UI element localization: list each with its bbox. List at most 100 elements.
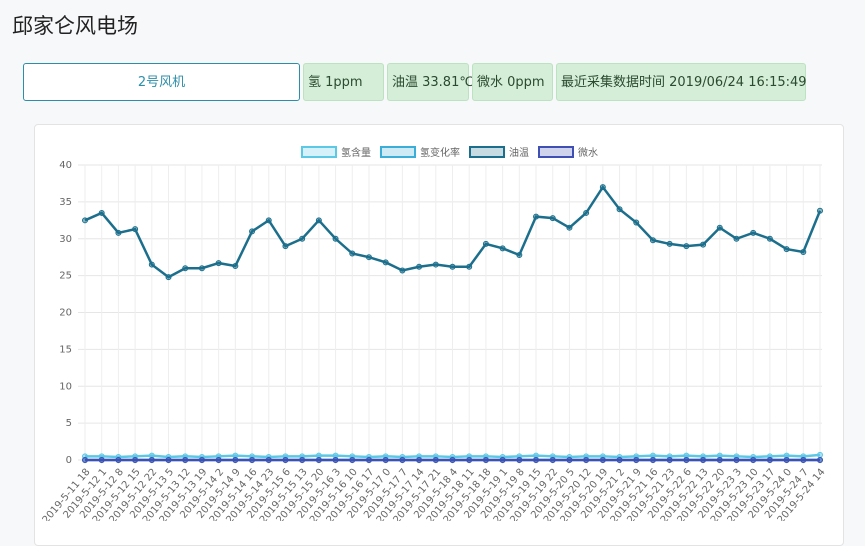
data-point — [148, 457, 155, 463]
data-point — [549, 215, 556, 222]
data-point — [165, 457, 172, 463]
data-point — [783, 246, 790, 253]
data-point — [666, 457, 673, 463]
data-point — [766, 235, 773, 242]
data-point — [766, 457, 773, 463]
y-tick-label: 25 — [59, 271, 72, 282]
data-point — [249, 457, 256, 463]
data-point — [633, 219, 640, 226]
status-item: 油温 33.81℃ — [387, 63, 474, 101]
data-point — [198, 265, 205, 272]
data-point — [249, 228, 256, 235]
data-point — [182, 265, 189, 272]
data-point — [649, 237, 656, 244]
data-point — [299, 457, 306, 463]
data-point — [215, 260, 222, 267]
data-point — [382, 259, 389, 266]
data-point — [633, 457, 640, 463]
y-tick-label: 10 — [59, 381, 72, 392]
data-point — [800, 249, 807, 256]
data-point — [332, 457, 339, 463]
data-point — [265, 457, 272, 463]
data-point — [332, 235, 339, 242]
page-title: 邱家仑风电场 — [12, 14, 138, 38]
data-point — [566, 457, 573, 463]
legend-label[interactable]: 氢变化率 — [420, 146, 460, 159]
data-point — [416, 457, 423, 463]
data-point — [232, 263, 239, 270]
data-point — [399, 267, 406, 274]
data-point — [683, 457, 690, 463]
data-point — [382, 457, 389, 463]
status-item: 氢 1ppm — [303, 63, 384, 101]
data-point — [817, 457, 823, 463]
data-point — [750, 229, 757, 236]
data-point — [700, 457, 707, 463]
data-point — [817, 207, 823, 214]
data-point — [115, 457, 122, 463]
data-point — [583, 457, 590, 463]
y-tick-label: 40 — [59, 160, 72, 171]
data-point — [583, 209, 590, 216]
data-point — [700, 241, 707, 248]
data-point — [315, 217, 322, 224]
legend-swatch[interactable] — [469, 146, 505, 158]
data-point — [115, 229, 122, 236]
status-item: 微水 0ppm — [472, 63, 553, 101]
legend-label[interactable]: 油温 — [509, 146, 529, 159]
data-point — [299, 235, 306, 242]
data-point — [98, 209, 105, 216]
device-button[interactable]: 2号风机 — [23, 63, 300, 101]
data-point — [649, 457, 656, 463]
data-point — [132, 457, 139, 463]
data-point — [599, 184, 606, 191]
data-point — [165, 274, 172, 281]
data-point — [616, 457, 623, 463]
data-point — [265, 217, 272, 224]
legend-swatch[interactable] — [538, 146, 574, 158]
data-point — [499, 457, 506, 463]
y-tick-label: 0 — [66, 455, 72, 466]
legend-swatch[interactable] — [301, 146, 337, 158]
data-point — [716, 224, 723, 231]
data-point — [399, 457, 406, 463]
data-point — [482, 457, 489, 463]
data-point — [516, 457, 523, 463]
data-point — [566, 224, 573, 231]
data-point — [733, 457, 740, 463]
data-point — [683, 243, 690, 250]
data-point — [599, 457, 606, 463]
data-point — [533, 213, 540, 220]
y-tick-label: 5 — [66, 418, 72, 429]
data-point — [182, 457, 189, 463]
data-point — [750, 457, 757, 463]
data-point — [416, 263, 423, 270]
legend-label[interactable]: 氢含量 — [341, 146, 371, 159]
data-point — [282, 243, 289, 250]
data-point — [432, 457, 439, 463]
data-point — [315, 457, 322, 463]
data-point — [232, 457, 239, 463]
status-item: 最近采集数据时间 2019/06/24 16:15:49 — [556, 63, 807, 101]
y-tick-label: 20 — [59, 308, 72, 319]
data-point — [282, 457, 289, 463]
data-point — [132, 226, 139, 233]
data-point — [365, 254, 372, 261]
legend-label[interactable]: 微水 — [578, 146, 598, 159]
data-point — [449, 263, 456, 270]
data-point — [349, 457, 356, 463]
data-point — [466, 263, 473, 270]
data-point — [466, 457, 473, 463]
data-point — [449, 457, 456, 463]
y-tick-label: 35 — [59, 197, 72, 208]
data-point — [482, 240, 489, 247]
data-point — [148, 261, 155, 268]
data-point — [82, 457, 88, 463]
page: 邱家仑风电场 2号风机 氢 1ppm 油温 33.81℃ 微水 0ppm 最近采… — [12, 14, 844, 546]
legend-swatch[interactable] — [380, 146, 416, 158]
data-point — [716, 457, 723, 463]
y-tick-label: 15 — [59, 344, 72, 355]
data-point — [432, 261, 439, 268]
data-point — [666, 240, 673, 247]
